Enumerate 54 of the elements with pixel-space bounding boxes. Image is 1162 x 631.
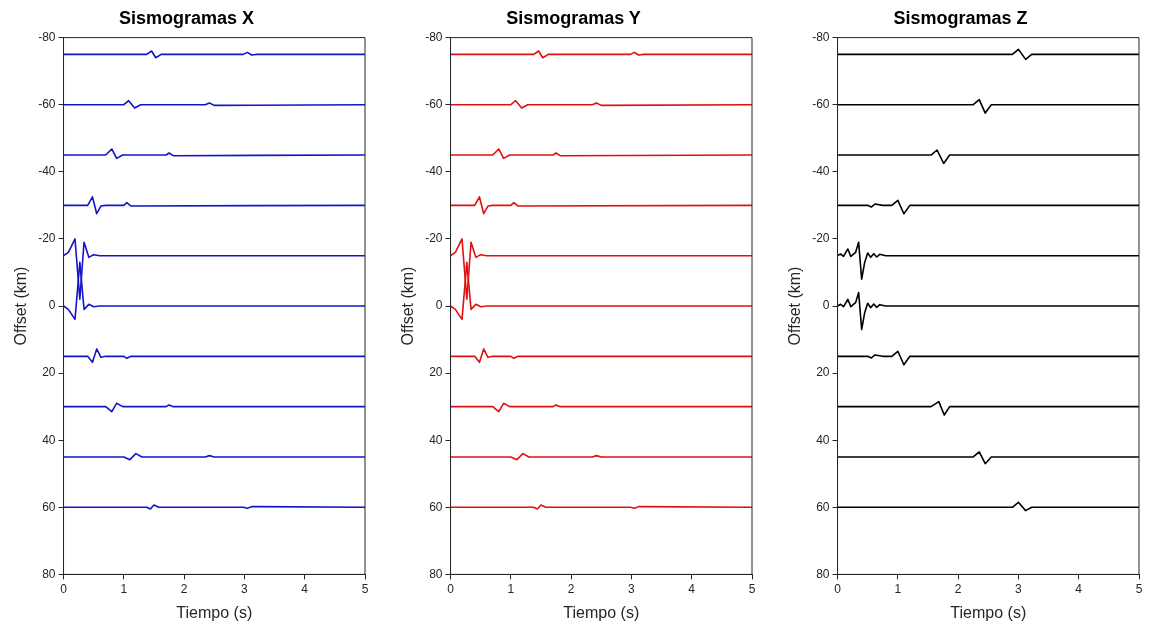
x-tick-label: 2 [180,581,188,596]
x-tick-label: 4 [301,581,309,596]
y-tick-label: -60 [38,97,56,112]
y-tick-label: 20 [816,365,830,380]
chart-title: Sismogramas X [118,7,255,28]
x-tick-label: 1 [894,581,902,596]
y-tick-label: -20 [425,231,443,246]
x-tick-label: 0 [447,581,455,596]
y-axis-title: Offset (km) [786,266,804,346]
y-tick-label: 40 [429,432,443,447]
y-tick-label: 0 [822,298,830,313]
y-axis-title: Offset (km) [12,266,30,346]
x-tick-label: 1 [120,581,128,596]
y-tick-label: 80 [429,566,443,581]
y-tick-label: 0 [435,298,443,313]
chart-title: Sismogramas Z [893,7,1028,28]
y-tick-label: -40 [38,164,56,179]
y-tick-label: 20 [42,365,56,380]
x-tick-label: 0 [60,581,68,596]
y-axis-title: Offset (km) [399,266,417,346]
y-tick-label: -60 [812,97,830,112]
x-axis-title: Tiempo (s) [176,603,253,621]
x-axis-title: Tiempo (s) [563,603,640,621]
y-tick-label: -20 [812,231,830,246]
y-tick-label: 20 [429,365,443,380]
y-tick-label: -40 [425,164,443,179]
y-tick-label: 80 [42,566,56,581]
x-tick-label: 5 [748,581,756,596]
x-tick-label: 4 [1075,581,1083,596]
y-tick-label: 40 [42,432,56,447]
x-tick-label: 5 [1135,581,1143,596]
y-tick-label: 0 [48,298,56,313]
x-tick-label: 3 [628,581,636,596]
x-tick-label: 0 [834,581,842,596]
y-tick-label: 60 [816,499,830,514]
x-tick-label: 2 [954,581,962,596]
y-tick-label: -20 [38,231,56,246]
x-tick-label: 2 [567,581,575,596]
x-tick-label: 5 [361,581,369,596]
y-tick-label: -80 [38,29,56,44]
x-tick-label: 4 [688,581,696,596]
y-tick-label: -60 [425,97,443,112]
y-tick-label: 60 [429,499,443,514]
y-tick-label: -80 [812,29,830,44]
y-tick-label: 40 [816,432,830,447]
chart-title: Sismogramas Y [506,7,641,28]
x-axis-title: Tiempo (s) [950,603,1027,621]
y-tick-label: 60 [42,499,56,514]
x-tick-label: 3 [241,581,249,596]
y-tick-label: 80 [816,566,830,581]
y-tick-label: -80 [425,29,443,44]
x-tick-label: 3 [1015,581,1023,596]
x-tick-label: 1 [507,581,515,596]
y-tick-label: -40 [812,164,830,179]
